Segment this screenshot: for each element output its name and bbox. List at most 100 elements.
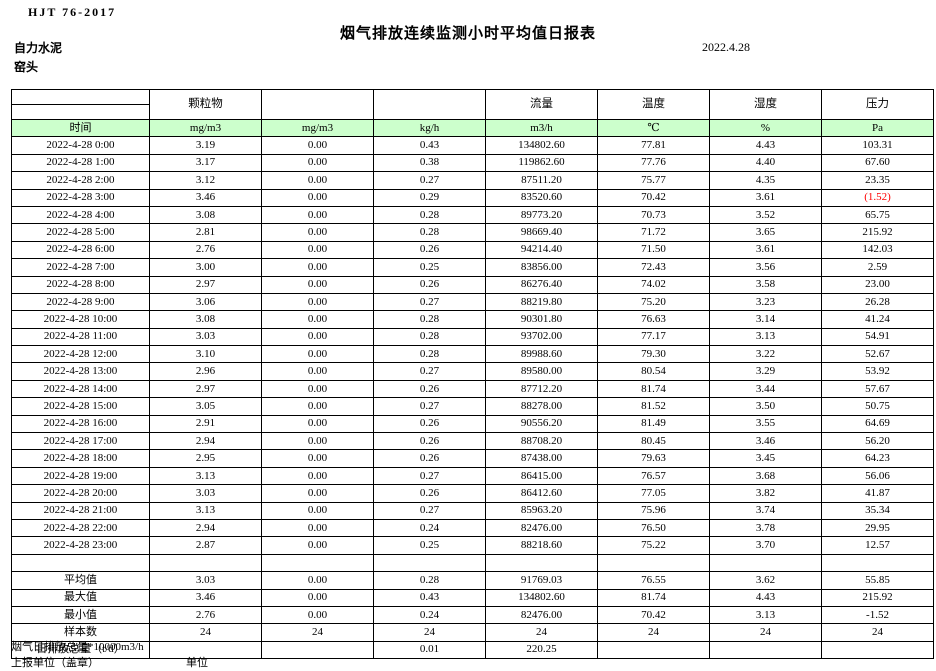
value-cell: 3.70 [709,536,822,555]
summary-row: 样本数 24 24 24 24 24 24 24 [11,623,934,642]
value-cell: 56.06 [821,466,934,486]
unit-header-cell: Pa [821,118,934,138]
time-cell: 2022-4-28 21:00 [11,501,150,520]
spacer-cell [373,553,486,573]
summary-row: 平均值 3.03 0.00 0.28 91769.03 76.55 3.62 55.85 [11,571,934,590]
summary-value: 0.00 [261,588,374,607]
value-cell: 54.91 [821,327,934,347]
value-cell: 0.27 [373,171,486,190]
time-cell: 2022-4-28 17:00 [11,432,150,451]
value-cell: 0.00 [261,397,374,416]
value-cell: 2.94 [149,518,262,538]
value-cell: 3.17 [149,153,262,173]
value-cell: 86412.60 [485,484,598,503]
summary-value: 220.25 [485,640,598,660]
value-cell: 88708.20 [485,432,598,451]
summary-value [709,640,822,660]
time-cell: 2022-4-28 3:00 [11,188,150,207]
time-header-split-bottom [11,104,150,120]
value-cell: 87511.20 [485,171,598,190]
summary-value: 134802.60 [485,588,598,607]
value-cell: 98669.40 [485,223,598,242]
value-cell: 29.95 [821,518,934,538]
value-cell: 26.28 [821,292,934,312]
summary-row: 最大值 3.46 0.00 0.43 134802.60 81.74 4.43 215.92 [11,588,934,607]
value-cell: 0.27 [373,362,486,381]
value-cell: 0.27 [373,466,486,486]
value-cell: 79.63 [597,449,710,468]
value-cell: 89773.20 [485,205,598,225]
spacer-cell [11,553,150,573]
value-cell: 71.50 [597,240,710,260]
value-cell: 0.29 [373,188,486,207]
value-cell: 0.28 [373,205,486,225]
value-cell: 142.03 [821,240,934,260]
value-cell: 81.74 [597,379,710,399]
summary-value: 24 [149,623,262,642]
company-name: 自力水泥 [14,41,63,55]
table-row: 2022-4-28 12:00 3.10 0.00 0.28 89988.60 79.30… [11,345,934,364]
value-cell: 0.00 [261,362,374,381]
summary-value: 24 [261,623,374,642]
summary-label: 最小值 [11,605,150,625]
value-cell: 0.28 [373,223,486,242]
value-cell: 75.20 [597,292,710,312]
summary-value: -1.52 [821,605,934,625]
page-title: 烟气排放连续监测小时平均值日报表 [339,26,596,42]
value-cell: 0.00 [261,292,374,312]
value-cell: 65.75 [821,205,934,225]
group-header-cell [261,89,374,120]
value-cell: 87438.00 [485,449,598,468]
value-cell: 3.03 [149,484,262,503]
value-cell: 0.28 [373,327,486,347]
unit-header-cell: ℃ [597,118,710,138]
value-cell: 57.67 [821,379,934,399]
value-cell: 2.95 [149,449,262,468]
time-cell: 2022-4-28 18:00 [11,449,150,468]
value-cell: 0.26 [373,379,486,399]
value-cell: 3.44 [709,379,822,399]
summary-value: 0.28 [373,571,486,590]
value-cell: 0.00 [261,432,374,451]
value-cell: 0.26 [373,240,486,260]
value-cell: 2.94 [149,432,262,451]
summary-value: 4.43 [709,588,822,607]
table-row: 2022-4-28 19:00 3.13 0.00 0.27 86415.00 76.57… [11,466,934,486]
value-cell: 12.57 [821,536,934,555]
table-row: 2022-4-28 23:00 2.87 0.00 0.25 88218.60 75.22… [11,536,934,555]
table-head: 颗粒物 流量 温度 湿度 压力 时间 mg/m3 mg/m3 kg/h m3/h ℃% Pa [11,89,934,138]
value-cell: 86276.40 [485,275,598,294]
value-cell: 0.00 [261,466,374,486]
value-cell: 64.23 [821,449,934,468]
value-cell: 3.14 [709,310,822,329]
value-cell: 0.00 [261,240,374,260]
table-row: 2022-4-28 0:00 3.19 0.00 0.43 134802.60 77.81… [11,136,934,155]
value-cell: 88278.00 [485,397,598,416]
value-cell: 2.81 [149,223,262,242]
value-cell: 2.87 [149,536,262,555]
value-cell: 4.35 [709,171,822,190]
value-cell: 89988.60 [485,345,598,364]
time-cell: 2022-4-28 6:00 [11,240,150,260]
value-cell: 77.81 [597,136,710,155]
value-cell: 0.38 [373,153,486,173]
value-cell: 0.00 [261,205,374,225]
table-row: 2022-4-28 17:00 2.94 0.00 0.26 88708.20 80.45… [11,432,934,451]
value-cell: 35.34 [821,501,934,520]
time-cell: 2022-4-28 2:00 [11,171,150,190]
table-row: 2022-4-28 3:00 3.46 0.00 0.29 83520.60 70.42 3… [11,188,934,207]
unit-header-row: 时间 mg/m3 mg/m3 kg/h m3/h ℃% Pa [11,118,934,138]
summary-label: 平均值 [11,571,150,590]
value-cell: 0.43 [373,136,486,155]
value-cell: 82476.00 [485,518,598,538]
value-cell: 2.97 [149,379,262,399]
summary-value: 0.24 [373,605,486,625]
value-cell: 0.00 [261,136,374,155]
value-cell: 86415.00 [485,466,598,486]
footer-report-unit: 上报单位（盖章） [11,657,99,669]
summary-value: 0.01 [373,640,486,660]
time-cell: 2022-4-28 10:00 [11,310,150,329]
unit-header-cell: kg/h [373,118,486,138]
value-cell: 3.78 [709,518,822,538]
summary-value: 91769.03 [485,571,598,590]
